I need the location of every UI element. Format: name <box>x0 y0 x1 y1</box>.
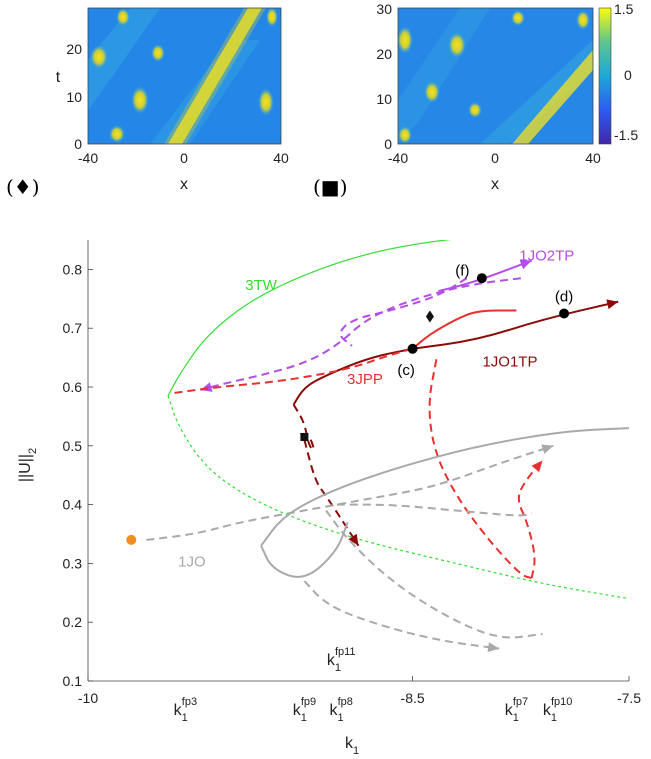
arrow-head-12 <box>531 460 543 473</box>
heatmap-left-xlabel: x <box>180 176 188 193</box>
heatmap-right-ytick-2: 20 <box>376 46 392 62</box>
heatmap-left-ytick-1: 10 <box>66 89 82 105</box>
series-1jo2tp-3 <box>200 277 521 391</box>
colorbar-tick-max: 1.5 <box>614 1 634 17</box>
fold-point-label: k1fp9 <box>293 696 316 724</box>
heatmap-left-ytick-0: 0 <box>74 136 82 152</box>
series-1jo-16 <box>336 503 532 517</box>
fold-point-label: k1fp10 <box>543 696 573 724</box>
labeled-point-marker <box>476 273 487 284</box>
curve-label: 3TW <box>245 277 278 294</box>
arrow-head-2 <box>519 259 532 270</box>
main-labels: 3TW 1JO2TP 1JO1TP 3JPP 1JO (f) (d) (c) <box>178 248 574 571</box>
curve-label: 1JO1TP <box>482 353 537 370</box>
series-1jo-18 <box>325 509 543 639</box>
square-marker <box>300 432 309 441</box>
arrow-head-15 <box>541 444 554 454</box>
curve-label: (d) <box>555 289 573 306</box>
heatmap-right-ytick-1: 10 <box>376 91 392 107</box>
fold-point-label: k1fp8 <box>329 696 352 724</box>
series-3tw-1 <box>167 395 629 600</box>
heatmap-left: -40 0 40 0 10 20 x t (♦) <box>6 7 289 199</box>
heatmap-right-xtick-1: 0 <box>491 150 499 166</box>
arrow-head-5 <box>606 299 619 310</box>
curve-label: 1JO2TP <box>519 248 574 265</box>
arrow-head-17 <box>487 642 500 653</box>
heatmap-right-panel-marker: (■) <box>313 175 348 199</box>
series-3jpp-10 <box>174 347 413 394</box>
heatmap-right-ytick-0: 0 <box>384 136 392 152</box>
heatmap-right-xtick-2: 40 <box>585 150 601 166</box>
labeled-point-marker <box>559 308 570 319</box>
diamond-marker <box>425 310 434 323</box>
ytick-label: 0.2 <box>63 614 83 630</box>
heatmap-left-ylabel: t <box>56 69 61 86</box>
ytick-label: 0.1 <box>63 673 83 689</box>
xtick-label: -7.5 <box>617 690 641 706</box>
series-1jo1tp-6 <box>292 347 413 406</box>
series-1jo-17 <box>303 580 500 650</box>
heatmap-right-xtick-0: -40 <box>388 150 408 166</box>
curve-label: 3JPP <box>347 371 383 388</box>
series-1jo2tp-4 <box>339 277 468 347</box>
main-points <box>126 273 570 545</box>
ytick-label: 0.4 <box>63 497 83 513</box>
heatmap-left-xtick-2: 40 <box>273 150 289 166</box>
xtick-label: -10 <box>78 690 98 706</box>
series-1jo-14 <box>260 521 349 578</box>
series-1jo1tp-8 <box>303 439 360 547</box>
fold-point-label: k1fp11 <box>327 646 356 674</box>
heatmap-left-xtick-0: -40 <box>78 150 98 166</box>
ytick-label: 0.7 <box>63 320 83 336</box>
heatmap-right-ytick-3: 30 <box>376 1 392 17</box>
heatmap-right: -40 0 40 0 10 20 30 x (■) 1.5 0 -1.5 <box>313 1 638 199</box>
arrow-head-8 <box>348 533 359 546</box>
main-ticks: 0.1 0.2 0.3 0.4 0.5 0.6 0.7 0.8 -10 -8.5 -7.5 <box>63 261 642 706</box>
heatmap-right-stripe <box>512 50 593 144</box>
main-xlabel: k1 <box>345 735 359 757</box>
heatmap-left-panel-marker: (♦) <box>6 175 40 199</box>
orange-dot-marker <box>126 534 137 545</box>
main-curves <box>146 240 629 653</box>
bifurcation-plot: 0.1 0.2 0.3 0.4 0.5 0.6 0.7 0.8 -10 -8.5 -7.5 3TW 1… <box>17 240 642 757</box>
main-ylabel: ||U||2 <box>17 448 39 482</box>
colorbar <box>598 7 612 145</box>
heatmap-left-ytick-2: 20 <box>66 41 82 57</box>
heatmap-left-stripe <box>168 8 262 144</box>
series-1jo-13 <box>260 427 629 547</box>
series-1jo1tp-5 <box>412 300 619 350</box>
heatmap-right-xlabel: x <box>491 176 499 193</box>
labeled-point-marker <box>407 343 418 354</box>
fold-point-labels: k1fp3 k1fp9 k1fp8 k1fp11 k1fp7 k1fp10 <box>174 646 573 724</box>
series-1jo2tp-2 <box>438 259 532 293</box>
series-1jo-15 <box>146 444 554 541</box>
xtick-label: -8.5 <box>401 690 425 706</box>
ytick-label: 0.5 <box>63 438 83 454</box>
axes-frame <box>87 240 629 682</box>
curve-label: (f) <box>455 262 469 279</box>
curve-label: (c) <box>397 362 415 379</box>
ytick-label: 0.3 <box>63 555 83 571</box>
fold-point-label: k1fp3 <box>174 696 197 724</box>
curve-label: 1JO <box>178 553 206 570</box>
series-3jpp-12 <box>517 459 544 579</box>
colorbar-tick-min: -1.5 <box>614 127 638 143</box>
series-1jo1tp-7 <box>292 404 315 451</box>
ytick-label: 0.6 <box>63 379 83 395</box>
series-3jpp-11 <box>428 359 532 580</box>
series-3jpp-9 <box>411 309 517 350</box>
heatmap-left-xtick-1: 0 <box>180 150 188 166</box>
fold-point-label: k1fp7 <box>505 696 528 724</box>
ytick-label: 0.8 <box>63 261 83 277</box>
series-3tw-0 <box>167 240 452 397</box>
colorbar-tick-zero: 0 <box>624 67 632 83</box>
